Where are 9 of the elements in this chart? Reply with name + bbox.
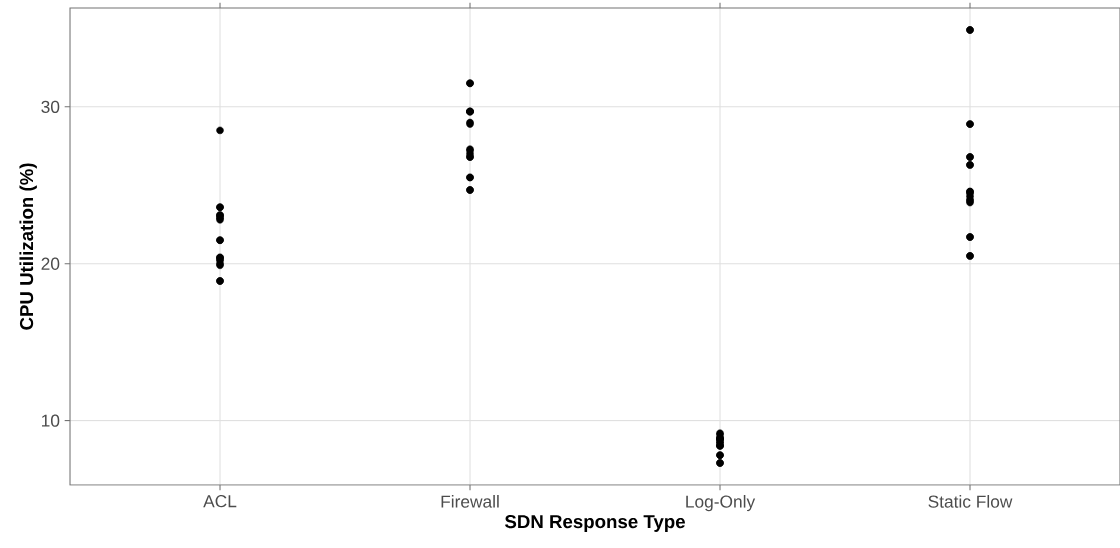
- x-tick-label: Log-Only: [686, 495, 756, 512]
- y-tick-label: 10: [42, 414, 60, 427]
- x-tick-label: Firewall: [441, 495, 499, 508]
- y-tick-label: 30: [41, 100, 60, 113]
- y-axis-title: CPU Utilization (%): [19, 163, 37, 330]
- x-axis-title: SDN Response Type: [504, 514, 685, 532]
- x-tick-label: Static Flow: [928, 495, 1013, 508]
- y-tick-label: 20: [41, 257, 60, 270]
- x-tick-label: ACL: [203, 495, 237, 508]
